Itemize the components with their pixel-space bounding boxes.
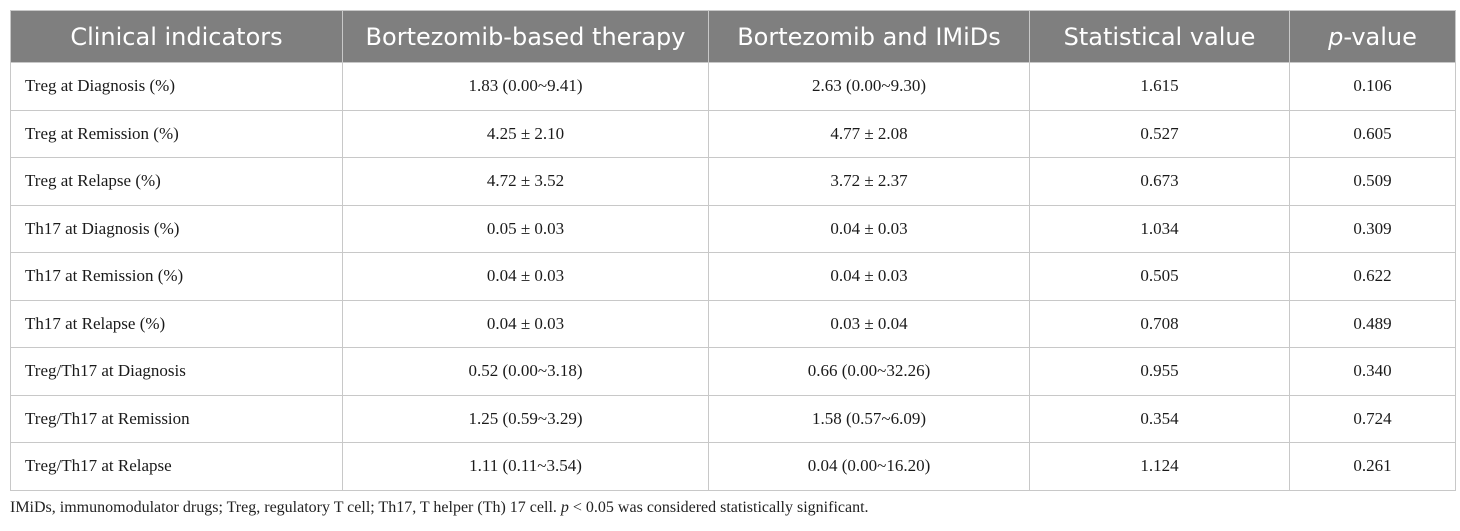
results-table: Clinical indicators Bortezomib-based the… bbox=[10, 10, 1456, 491]
table-footnote: IMiDs, immunomodulator drugs; Treg, regu… bbox=[10, 499, 1450, 517]
cell-bortezomib-based: 1.25 (0.59~3.29) bbox=[342, 394, 709, 443]
footnote-significance: < 0.05 was considered statistically sign… bbox=[568, 499, 869, 516]
cell-bortezomib-based: 0.04 ± 0.03 bbox=[342, 299, 709, 348]
header-clinical-indicators: Clinical indicators bbox=[10, 10, 343, 63]
table-row: Treg at Relapse (%) 4.72 ± 3.52 3.72 ± 2… bbox=[10, 157, 1456, 206]
cell-indicator: Treg at Remission (%) bbox=[10, 109, 343, 158]
header-bortezomib-and-imids: Bortezomib and IMiDs bbox=[708, 10, 1030, 63]
table-row: Th17 at Remission (%) 0.04 ± 0.03 0.04 ±… bbox=[10, 252, 1456, 301]
cell-indicator: Treg/Th17 at Relapse bbox=[10, 442, 343, 491]
cell-bortezomib-imids: 0.04 (0.00~16.20) bbox=[708, 442, 1030, 491]
table-row: Treg at Diagnosis (%) 1.83 (0.00~9.41) 2… bbox=[10, 62, 1456, 111]
cell-statistical-value: 1.124 bbox=[1029, 442, 1290, 491]
cell-bortezomib-based: 1.11 (0.11~3.54) bbox=[342, 442, 709, 491]
cell-indicator: Th17 at Diagnosis (%) bbox=[10, 204, 343, 253]
cell-bortezomib-imids: 4.77 ± 2.08 bbox=[708, 109, 1030, 158]
cell-bortezomib-based: 4.25 ± 2.10 bbox=[342, 109, 709, 158]
table-row: Treg/Th17 at Remission 1.25 (0.59~3.29) … bbox=[10, 394, 1456, 443]
cell-p-value: 0.509 bbox=[1289, 157, 1456, 206]
cell-statistical-value: 0.673 bbox=[1029, 157, 1290, 206]
cell-p-value: 0.622 bbox=[1289, 252, 1456, 301]
cell-statistical-value: 0.505 bbox=[1029, 252, 1290, 301]
cell-indicator: Treg at Relapse (%) bbox=[10, 157, 343, 206]
cell-indicator: Treg/Th17 at Diagnosis bbox=[10, 347, 343, 396]
cell-statistical-value: 0.354 bbox=[1029, 394, 1290, 443]
cell-bortezomib-imids: 1.58 (0.57~6.09) bbox=[708, 394, 1030, 443]
cell-bortezomib-imids: 3.72 ± 2.37 bbox=[708, 157, 1030, 206]
cell-statistical-value: 0.955 bbox=[1029, 347, 1290, 396]
cell-bortezomib-imids: 0.03 ± 0.04 bbox=[708, 299, 1030, 348]
header-p-value: p-value bbox=[1289, 10, 1456, 63]
table-row: Treg/Th17 at Diagnosis 0.52 (0.00~3.18) … bbox=[10, 347, 1456, 396]
footnote-p-letter: p bbox=[560, 499, 569, 516]
cell-p-value: 0.489 bbox=[1289, 299, 1456, 348]
results-table-container: Clinical indicators Bortezomib-based the… bbox=[10, 10, 1456, 491]
table-row: Th17 at Relapse (%) 0.04 ± 0.03 0.03 ± 0… bbox=[10, 299, 1456, 348]
cell-bortezomib-imids: 0.66 (0.00~32.26) bbox=[708, 347, 1030, 396]
table-row: Treg at Remission (%) 4.25 ± 2.10 4.77 ±… bbox=[10, 109, 1456, 158]
footnote-abbreviations: IMiDs, immunomodulator drugs; Treg, regu… bbox=[10, 499, 561, 516]
table-row: Treg/Th17 at Relapse 1.11 (0.11~3.54) 0.… bbox=[10, 442, 1456, 491]
header-p-letter: p bbox=[1328, 22, 1344, 51]
cell-bortezomib-based: 0.05 ± 0.03 bbox=[342, 204, 709, 253]
cell-p-value: 0.261 bbox=[1289, 442, 1456, 491]
cell-bortezomib-imids: 2.63 (0.00~9.30) bbox=[708, 62, 1030, 111]
cell-statistical-value: 1.615 bbox=[1029, 62, 1290, 111]
cell-bortezomib-imids: 0.04 ± 0.03 bbox=[708, 204, 1030, 253]
cell-indicator: Th17 at Relapse (%) bbox=[10, 299, 343, 348]
cell-indicator: Th17 at Remission (%) bbox=[10, 252, 343, 301]
table-header-row: Clinical indicators Bortezomib-based the… bbox=[10, 10, 1456, 63]
table-row: Th17 at Diagnosis (%) 0.05 ± 0.03 0.04 ±… bbox=[10, 204, 1456, 253]
cell-bortezomib-imids: 0.04 ± 0.03 bbox=[708, 252, 1030, 301]
cell-p-value: 0.106 bbox=[1289, 62, 1456, 111]
cell-bortezomib-based: 4.72 ± 3.52 bbox=[342, 157, 709, 206]
cell-p-value: 0.724 bbox=[1289, 394, 1456, 443]
cell-bortezomib-based: 1.83 (0.00~9.41) bbox=[342, 62, 709, 111]
cell-p-value: 0.340 bbox=[1289, 347, 1456, 396]
cell-indicator: Treg at Diagnosis (%) bbox=[10, 62, 343, 111]
header-bortezomib-based-therapy: Bortezomib-based therapy bbox=[342, 10, 709, 63]
cell-statistical-value: 1.034 bbox=[1029, 204, 1290, 253]
cell-bortezomib-based: 0.52 (0.00~3.18) bbox=[342, 347, 709, 396]
cell-bortezomib-based: 0.04 ± 0.03 bbox=[342, 252, 709, 301]
cell-indicator: Treg/Th17 at Remission bbox=[10, 394, 343, 443]
header-p-suffix: -value bbox=[1343, 22, 1417, 51]
cell-statistical-value: 0.708 bbox=[1029, 299, 1290, 348]
header-statistical-value: Statistical value bbox=[1029, 10, 1290, 63]
cell-statistical-value: 0.527 bbox=[1029, 109, 1290, 158]
cell-p-value: 0.309 bbox=[1289, 204, 1456, 253]
cell-p-value: 0.605 bbox=[1289, 109, 1456, 158]
